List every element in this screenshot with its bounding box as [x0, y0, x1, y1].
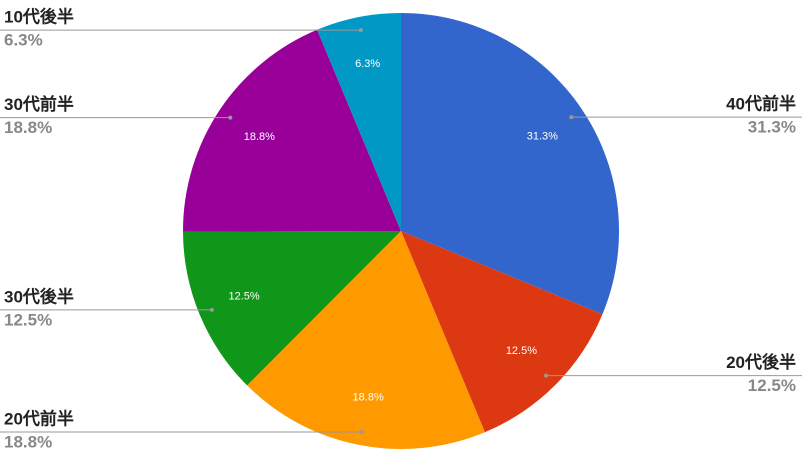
legend-label: 30代前半 [4, 94, 74, 114]
slice-label: 18.8% [353, 392, 384, 404]
pie-slice [401, 13, 619, 315]
slice-label: 18.8% [244, 131, 275, 143]
legend-value: 12.5% [4, 310, 52, 329]
legend-value: 31.3% [748, 118, 796, 137]
pie-slice [317, 13, 401, 231]
legend-label: 30代後半 [4, 286, 74, 306]
legend-label: 20代前半 [4, 409, 74, 429]
pie-slice [183, 29, 401, 232]
pie-slice [247, 231, 485, 449]
legend-label: 40代前半 [726, 94, 796, 114]
legend-label: 10代後半 [4, 7, 74, 27]
slice-label: 12.5% [228, 290, 259, 302]
legend-label: 20代後半 [726, 352, 796, 372]
legend-value: 12.5% [748, 376, 796, 395]
legend-value: 18.8% [4, 433, 52, 452]
pie-slice [401, 231, 603, 433]
slice-label: 31.3% [527, 130, 558, 142]
slice-label: 6.3% [355, 58, 380, 70]
slice-label: 12.5% [506, 345, 537, 357]
legend-value: 18.8% [4, 118, 52, 137]
pie-slice [183, 231, 401, 386]
legend-value: 6.3% [4, 31, 43, 50]
